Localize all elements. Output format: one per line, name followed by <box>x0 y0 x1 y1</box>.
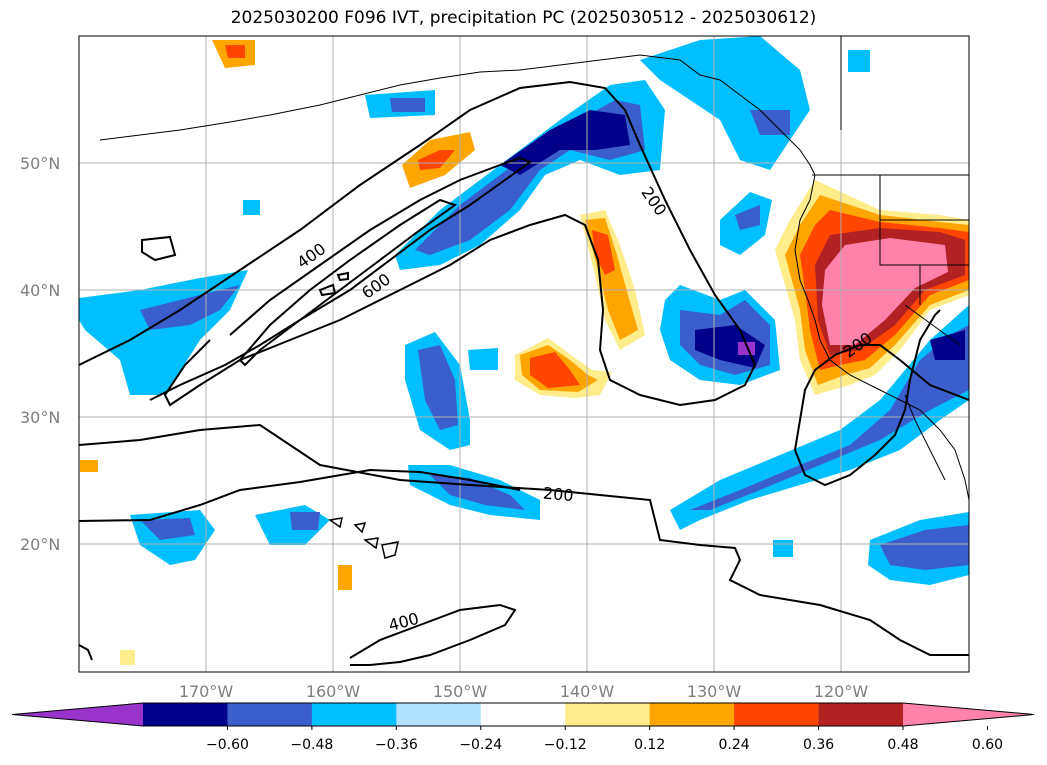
ivt-contour-small-1 <box>141 235 177 262</box>
colorbar-outline <box>11 702 1035 727</box>
ivt-contour-200-ca <box>793 309 969 487</box>
lon-label-170w: 170°W <box>179 682 234 701</box>
coastline-baja <box>904 394 946 481</box>
ivt-contour-400 <box>149 156 533 401</box>
lon-label-160w: 160°W <box>306 682 361 701</box>
lon-label-150w: 150°W <box>433 682 488 701</box>
colorbar-tick-label: −0.60 <box>206 737 249 753</box>
ivt-contour-400-south <box>79 468 521 522</box>
negative-anomaly-150w-core <box>418 345 458 430</box>
map-title: 2025030200 F096 IVT, precipitation PC (2… <box>230 8 817 28</box>
colorbar-tick-label: 0.24 <box>719 737 750 753</box>
ivt-contour-200-north <box>79 80 757 407</box>
lat-label-30n: 30°N <box>20 408 60 427</box>
negative-anomaly-lower-right-core <box>880 525 969 570</box>
colorbar-segment <box>396 703 482 726</box>
negative-anomaly-hawaii-west-core <box>140 518 195 540</box>
colorbar-tick-label: −0.24 <box>459 737 502 753</box>
colorbar-extend-max <box>903 703 1034 726</box>
negative-anomaly-tiny-2 <box>243 200 260 215</box>
negative-anomaly-se-band-deep <box>930 330 965 360</box>
negative-anomaly-small-3 <box>468 348 498 370</box>
positive-anomaly-north-core <box>418 150 455 170</box>
map-frame <box>78 35 970 673</box>
colorbar-segment <box>818 703 904 726</box>
colorbar: −0.60 −0.48 −0.36 −0.24 −0.12 0.12 0.24 0.36 0.4… <box>11 702 1035 753</box>
negative-anomaly-tiny-1 <box>773 540 793 557</box>
colorbar-segment <box>734 703 820 726</box>
colorbar-tick-label: 0.36 <box>803 737 834 753</box>
negative-anomaly-hawaii-core <box>290 512 320 530</box>
negative-anomaly-band-north-deep <box>500 110 630 175</box>
lon-label-130w: 130°W <box>687 682 742 701</box>
hawaiian-islands <box>328 517 399 559</box>
colorbar-tick-label: −0.48 <box>290 737 333 753</box>
lon-labels: 170°W 160°W 150°W 140°W 130°W 120°W <box>179 682 869 701</box>
lat-label-50n: 50°N <box>20 154 60 173</box>
colorbar-segment <box>649 703 735 726</box>
lat-labels: 50°N 40°N 30°N 20°N <box>20 154 60 554</box>
colorbar-segment <box>480 703 566 726</box>
positive-anomaly-145w-core <box>530 352 580 388</box>
coastline-north-america <box>794 174 969 501</box>
ivt-contour-400-lower <box>349 603 517 666</box>
positive-anomaly-top-core <box>225 45 245 58</box>
colorbar-tick-label: 0.60 <box>972 737 1003 753</box>
positive-anomaly-tiny-3 <box>120 650 135 665</box>
gridlines <box>79 36 969 672</box>
positive-anomaly-140w-core <box>592 230 615 275</box>
ivt-contour-small-3 <box>336 271 349 282</box>
border-us-states <box>879 175 969 346</box>
positive-anomaly-tiny-1 <box>338 565 352 590</box>
colorbar-segment <box>227 703 313 726</box>
negative-anomaly-nw-america <box>640 36 810 170</box>
ivt-contour-small-2 <box>318 283 337 297</box>
lon-label-120w: 120°W <box>814 682 869 701</box>
ivt-contour-600 <box>238 198 458 367</box>
colorbar-segment <box>311 703 397 726</box>
coastline-alaska <box>99 54 816 176</box>
colorbar-tick-label: 0.12 <box>634 737 665 753</box>
map-content: 400 600 200 200 200 400 <box>79 36 969 672</box>
colorbar-segment <box>565 703 651 726</box>
colorbar-tick-label: −0.12 <box>544 737 587 753</box>
positive-anomaly-tiny-2 <box>80 460 98 472</box>
coastlines <box>99 54 969 501</box>
lat-label-20n: 20°N <box>20 535 60 554</box>
colorbar-segment <box>143 703 228 726</box>
ivt-contour-lower-left <box>79 644 93 661</box>
lat-label-40n: 40°N <box>20 281 60 300</box>
negative-anomaly-central-deep <box>695 325 765 368</box>
colorbar-tick-label: −0.36 <box>375 737 418 753</box>
political-borders <box>812 36 969 346</box>
negative-anomaly-small-2-core <box>735 205 760 230</box>
negative-anomaly-se-band <box>670 305 969 530</box>
lon-label-140w: 140°W <box>560 682 615 701</box>
ivt-contour-200-south <box>79 423 969 656</box>
contour-label-200-c: 200 <box>542 484 574 506</box>
negative-anomaly-small-1-core <box>390 98 425 112</box>
colorbar-tick-label: 0.48 <box>887 737 918 753</box>
negative-anomaly-nw-america-core <box>750 110 790 135</box>
negative-anomaly-central-purple <box>738 342 755 355</box>
negative-anomaly-tiny-3 <box>848 50 870 72</box>
colorbar-extend-min <box>12 703 143 726</box>
ivt-contours <box>79 80 969 666</box>
